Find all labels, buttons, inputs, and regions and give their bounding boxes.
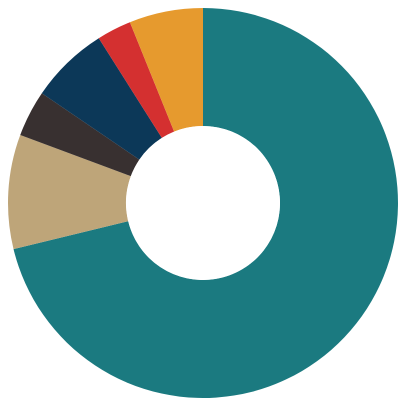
donut-slice-4 [41,38,162,160]
donut-slice-1 [13,8,399,399]
donut-slice-5 [98,22,175,138]
donut-slice-3 [20,93,140,177]
donut-hole [126,126,280,280]
slices-layer [8,8,399,399]
donut-slice-6 [129,8,203,132]
donut-slice-2 [8,134,131,250]
